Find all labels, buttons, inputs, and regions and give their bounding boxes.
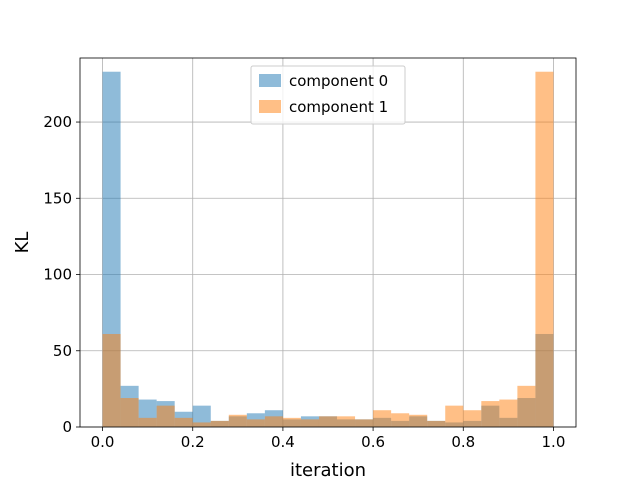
bar-series-1-bin-8 [246, 419, 265, 427]
bar-series-1-bin-10 [282, 417, 301, 427]
bar-series-1-bin-0 [102, 333, 121, 427]
axes [79, 57, 577, 428]
bar-series-1-bin-11 [300, 419, 319, 427]
bar-series-1-bin-2 [138, 417, 157, 427]
bar-series-1-bin-9 [264, 416, 283, 427]
bar-series-1-bin-16 [391, 413, 410, 427]
bar-series-1-bin-6 [210, 420, 229, 427]
x-tick-label-0: 0.0 [91, 433, 115, 451]
series-1-bars [102, 71, 554, 427]
legend-label-0: component 0 [289, 72, 388, 90]
bar-series-1-bin-12 [318, 416, 338, 427]
bar-series-1-bin-17 [409, 414, 428, 427]
y-axis-label: KL [12, 232, 33, 254]
bar-series-1-bin-3 [156, 405, 175, 427]
bar-series-1-bin-7 [228, 414, 247, 427]
y-tick-label-2: 100 [43, 266, 72, 284]
y-tick-label-0: 0 [62, 418, 72, 436]
legend-swatch-1 [259, 100, 281, 113]
y-tick-label-3: 150 [43, 189, 72, 207]
bar-series-1-bin-18 [427, 420, 446, 427]
legend: component 0 component 1 [250, 65, 406, 125]
bar-series-1-bin-24 [535, 71, 554, 427]
bar-series-1-bin-23 [517, 385, 536, 427]
x-tick-label-1: 0.2 [181, 433, 205, 451]
bar-series-1-bin-13 [337, 416, 356, 427]
bar-series-0-bin-5 [192, 405, 211, 427]
series-0-bars [102, 71, 554, 427]
x-axis-label: iteration [290, 460, 366, 480]
bar-series-1-bin-5 [192, 422, 211, 427]
x-tick-label-5: 1.0 [542, 433, 566, 451]
bar-series-1-bin-21 [481, 401, 500, 427]
bar-series-1-bin-15 [373, 410, 392, 427]
legend-box [250, 65, 406, 125]
bar-series-1-bin-14 [355, 419, 374, 427]
plot-frame [79, 57, 577, 428]
bar-series-1-bin-19 [445, 405, 464, 427]
bar-series-1-bin-1 [120, 398, 139, 427]
x-tick-label-4: 0.8 [451, 433, 475, 451]
ticks: 0.0 0.2 0.4 0.6 0.8 1.0 0 50 100 150 200 [43, 113, 565, 451]
y-tick-label-4: 200 [43, 113, 72, 131]
legend-swatch-0 [259, 74, 281, 87]
x-tick-label-3: 0.6 [361, 433, 385, 451]
x-tick-label-2: 0.4 [271, 433, 295, 451]
bar-series-1-bin-20 [463, 410, 482, 427]
legend-label-1: component 1 [289, 98, 388, 116]
bars [102, 71, 554, 427]
bar-series-1-bin-4 [174, 417, 193, 427]
y-tick-label-1: 50 [53, 342, 72, 360]
bar-series-1-bin-22 [499, 399, 518, 427]
